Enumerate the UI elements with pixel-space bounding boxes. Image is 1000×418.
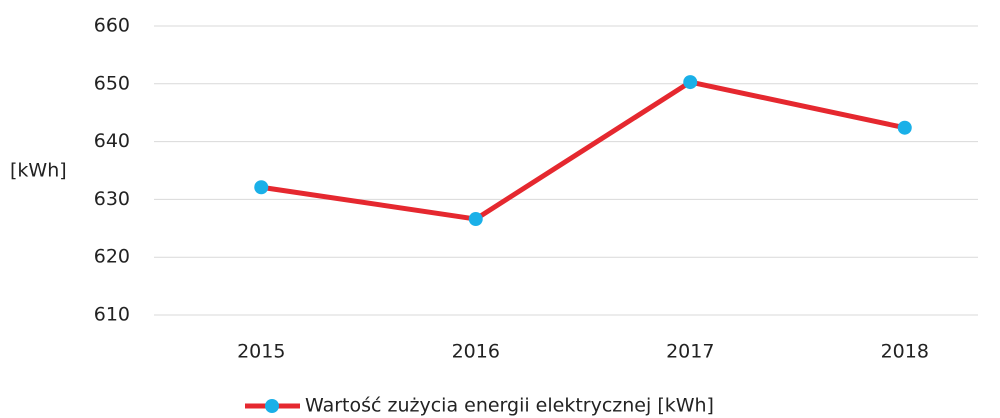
data-line: [260, 79, 906, 222]
data-point: [468, 212, 483, 227]
y-tick-label: 640: [94, 130, 130, 152]
legend-label: Wartość zużycia energii elektrycznej [kW…: [305, 395, 714, 417]
y-tick-label: 630: [94, 188, 130, 210]
data-point: [897, 120, 912, 135]
x-tick-label: 2016: [452, 341, 500, 363]
x-tick-label: 2015: [237, 341, 285, 363]
y-tick-label: 610: [94, 304, 130, 326]
data-point: [254, 180, 269, 195]
legend-marker: [265, 399, 279, 413]
y-tick-label: 650: [94, 72, 130, 94]
data-point: [683, 75, 698, 90]
y-axis-label: [kWh]: [10, 160, 67, 182]
y-tick-label: 660: [94, 15, 130, 37]
x-tick-label: 2018: [881, 341, 929, 363]
x-tick-label: 2017: [666, 341, 714, 363]
y-tick-label: 620: [94, 246, 130, 268]
